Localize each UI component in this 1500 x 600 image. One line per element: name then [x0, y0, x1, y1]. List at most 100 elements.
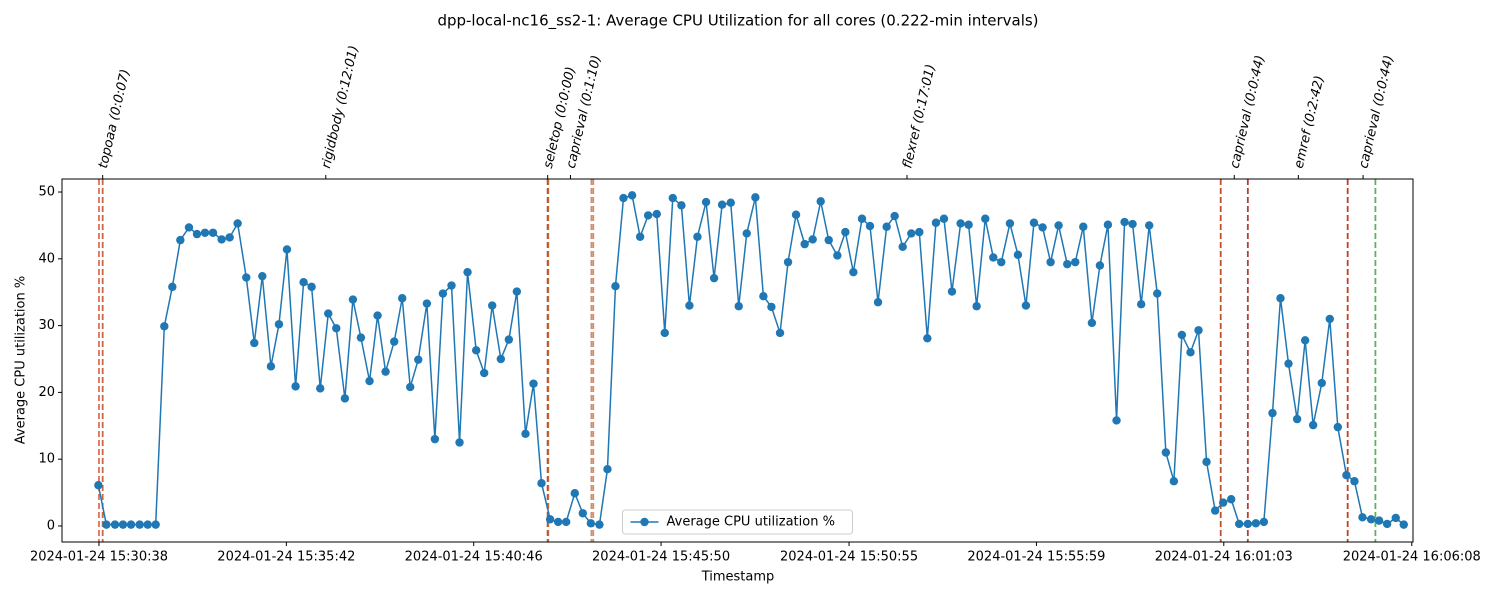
- data-point: [545, 515, 555, 524]
- data-point: [282, 245, 292, 254]
- y-tick-label: 50: [38, 185, 55, 200]
- data-point: [1350, 477, 1359, 486]
- data-point: [1284, 359, 1293, 368]
- data-point: [635, 232, 645, 241]
- data-point: [890, 211, 899, 221]
- data-point: [1038, 223, 1047, 232]
- data-point: [989, 253, 998, 262]
- data-point: [1325, 314, 1334, 324]
- x-tick-label: 2024-01-24 15:35:42: [217, 550, 355, 565]
- data-point: [479, 368, 489, 378]
- x-tick-label: 2024-01-24 16:01:03: [1155, 550, 1293, 565]
- data-point: [504, 335, 514, 344]
- data-point: [923, 334, 932, 343]
- data-point: [143, 520, 152, 529]
- data-point: [1382, 519, 1392, 529]
- data-point: [833, 251, 842, 260]
- data-point: [1177, 330, 1187, 340]
- data-point: [816, 197, 825, 206]
- legend-label: Average CPU utilization %: [667, 515, 835, 530]
- data-point: [455, 438, 464, 447]
- data-point: [775, 328, 785, 338]
- data-point: [1374, 516, 1384, 525]
- x-tick-label: 2024-01-24 16:06:08: [1343, 550, 1481, 565]
- data-point: [964, 220, 973, 229]
- y-tick-label: 20: [38, 385, 55, 400]
- data-point: [570, 489, 579, 498]
- data-point: [742, 229, 751, 238]
- data-point: [332, 324, 341, 333]
- data-point: [1087, 318, 1097, 328]
- data-point: [1071, 257, 1080, 267]
- data-point: [1095, 261, 1105, 270]
- data-point: [1169, 477, 1179, 486]
- data-point: [981, 214, 990, 223]
- data-point: [529, 379, 538, 388]
- data-point: [299, 277, 308, 287]
- data-point: [643, 211, 653, 220]
- data-point: [553, 517, 563, 527]
- data-point: [685, 301, 694, 310]
- data-point: [463, 267, 472, 277]
- data-point: [693, 232, 702, 241]
- x-tick-label: 2024-01-24 15:45:50: [592, 550, 730, 565]
- x-axis-label: Timestamp: [701, 570, 775, 585]
- data-point: [242, 273, 251, 282]
- data-point: [1186, 348, 1195, 357]
- data-point: [1054, 221, 1063, 230]
- data-point: [184, 223, 194, 232]
- data-point: [939, 214, 949, 223]
- data-point: [340, 394, 350, 403]
- data-point: [1276, 294, 1285, 303]
- series-line: [97, 194, 1405, 526]
- data-point: [709, 273, 719, 283]
- data-point: [915, 227, 924, 237]
- data-point: [1210, 506, 1220, 515]
- data-point: [1308, 420, 1318, 430]
- data-point: [291, 382, 300, 391]
- data-point: [677, 201, 686, 210]
- data-point: [849, 267, 858, 277]
- data-point: [208, 228, 218, 237]
- data-point: [1342, 471, 1351, 480]
- data-point: [873, 298, 883, 307]
- data-point: [324, 309, 333, 318]
- data-point: [824, 235, 833, 245]
- data-point: [373, 311, 382, 320]
- data-point: [717, 200, 727, 209]
- data-point: [1300, 336, 1310, 345]
- plot: [94, 191, 1408, 529]
- data-point: [274, 320, 284, 329]
- data-point: [217, 235, 226, 244]
- data-point: [471, 346, 481, 355]
- y-tick-label: 30: [38, 318, 55, 333]
- data-point: [808, 235, 817, 244]
- data-point: [422, 299, 432, 308]
- data-point: [1005, 219, 1015, 228]
- chart-title: dpp-local-nc16_ss2-1: Average CPU Utiliz…: [437, 12, 1038, 31]
- data-point: [1112, 416, 1121, 425]
- data-point: [767, 302, 776, 312]
- data-point: [1021, 301, 1031, 310]
- data-point: [997, 257, 1006, 267]
- data-point: [898, 242, 907, 251]
- data-point: [537, 479, 546, 488]
- data-point: [611, 281, 620, 291]
- data-point: [1366, 515, 1376, 524]
- x-tick-label: 2024-01-24 15:40:46: [405, 550, 543, 565]
- data-point: [1251, 519, 1261, 528]
- data-point: [1128, 219, 1137, 229]
- data-point: [1218, 498, 1228, 507]
- data-point: [356, 333, 366, 342]
- data-point: [1029, 218, 1039, 227]
- data-point: [390, 337, 399, 346]
- data-point: [1046, 257, 1055, 267]
- data-point: [1202, 457, 1211, 467]
- data-point: [94, 481, 103, 490]
- data-point: [225, 233, 234, 242]
- data-point: [160, 322, 169, 331]
- x-tick-label: 2024-01-24 15:30:38: [30, 550, 168, 565]
- data-point: [118, 520, 128, 529]
- data-point: [1333, 422, 1343, 432]
- y-axis-label: Average CPU utilization %: [14, 276, 29, 444]
